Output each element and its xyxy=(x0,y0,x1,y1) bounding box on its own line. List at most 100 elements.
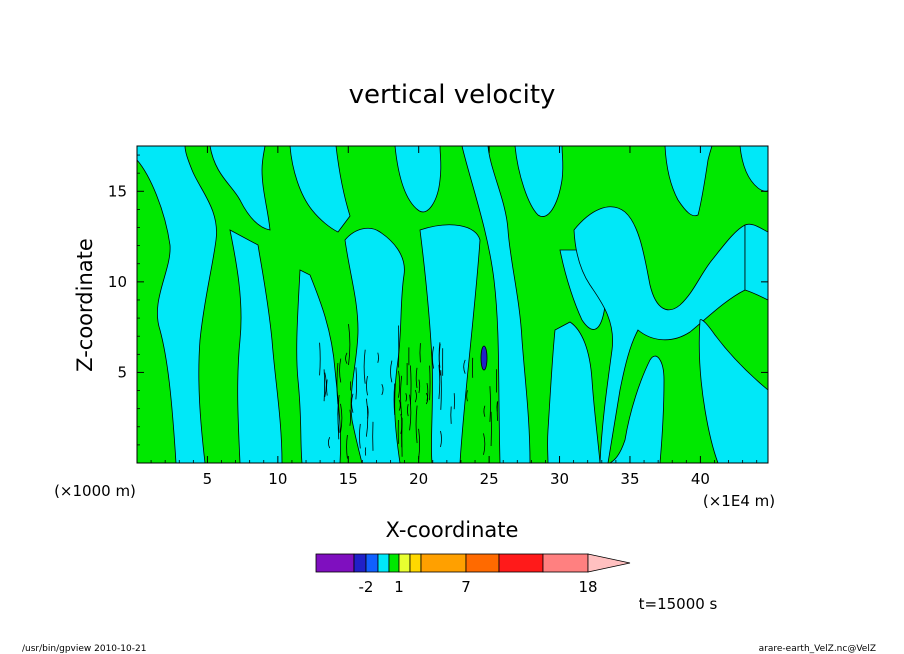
small-scale-features xyxy=(319,324,499,460)
x-tick-label: 30 xyxy=(550,470,569,488)
contour-squiggle xyxy=(489,386,491,422)
contour-squiggle xyxy=(407,404,409,417)
plot-area xyxy=(136,145,769,464)
contour-squiggle xyxy=(336,362,339,405)
colorbar-cell xyxy=(542,553,589,573)
x-unit-right: (×1E4 m) xyxy=(703,492,775,510)
x-tick-label: 35 xyxy=(620,470,639,488)
y-tick-label: 15 xyxy=(108,182,127,200)
contour-squiggle xyxy=(425,392,429,405)
colorbar-cell xyxy=(420,553,467,573)
colorbar-cell xyxy=(465,553,500,573)
contour-squiggle xyxy=(393,383,396,416)
contour-squiggle xyxy=(348,324,351,366)
contour-squiggle xyxy=(398,370,401,398)
negative-region xyxy=(573,206,746,464)
negative-region xyxy=(664,145,713,217)
contour-squiggle xyxy=(432,346,434,369)
footer-left: /usr/bin/gpview 2010-10-21 xyxy=(22,644,146,654)
x-tick-label: 20 xyxy=(409,470,428,488)
negative-region xyxy=(136,145,217,464)
contour-squiggle xyxy=(355,367,357,400)
colorbar-label: 1 xyxy=(394,578,404,596)
contour-squiggle xyxy=(440,430,442,448)
colorbar-label: -2 xyxy=(359,578,374,596)
colorbar-cell xyxy=(353,553,367,573)
contour-squiggle xyxy=(409,394,412,431)
y-axis-label: Z-coordinate xyxy=(73,238,97,372)
contour-squiggle xyxy=(414,389,417,403)
colorbar: -2 1 7 18 xyxy=(315,553,631,596)
negative-region xyxy=(608,355,665,464)
colorbar-label: 7 xyxy=(461,578,471,596)
contour-squiggle xyxy=(418,379,421,394)
negative-region xyxy=(289,145,351,233)
colorbar-arrow xyxy=(587,553,631,573)
strong-downdraft-spot xyxy=(480,345,488,371)
negative-region xyxy=(394,145,442,213)
contour-squiggle xyxy=(466,390,468,402)
contour-squiggle xyxy=(367,405,369,419)
contour-squiggle xyxy=(340,403,343,433)
colorbar-label: 18 xyxy=(578,578,597,596)
contour-squiggle xyxy=(337,394,340,433)
colorbar-cell xyxy=(409,553,422,573)
y-tick-label: 10 xyxy=(108,273,127,291)
negative-region xyxy=(514,145,564,217)
negative-region xyxy=(344,227,405,464)
contour-squiggle xyxy=(349,409,351,426)
contour-squiggle xyxy=(483,433,486,455)
contour-squiggle xyxy=(496,401,499,421)
y-tick-label: 5 xyxy=(117,363,127,381)
x-tick-label: 10 xyxy=(268,470,287,488)
colorbar-cell xyxy=(388,553,400,573)
negative-region xyxy=(209,145,271,231)
contour-squiggle xyxy=(359,423,361,449)
contour-squiggle xyxy=(366,376,368,396)
contour-squiggle xyxy=(345,352,348,364)
contour-squiggle xyxy=(339,358,342,383)
contour-squiggle xyxy=(377,352,379,363)
contour-squiggle xyxy=(463,359,466,374)
x-tick-label: 25 xyxy=(480,470,499,488)
negative-region xyxy=(744,223,769,301)
contour-squiggle xyxy=(405,393,407,402)
colorbar-cell xyxy=(498,553,544,573)
contour-squiggle xyxy=(324,372,327,397)
contour-squiggle xyxy=(415,405,418,444)
contour-squiggle xyxy=(415,367,418,388)
x-axis-label: X-coordinate xyxy=(386,518,519,542)
contour-squiggle xyxy=(326,379,328,396)
contour-squiggle xyxy=(381,384,384,396)
x-tick-label: 40 xyxy=(691,470,710,488)
contour-squiggle xyxy=(426,383,429,402)
chart-title: vertical velocity xyxy=(349,80,556,110)
footer-right: arare-earth_VelZ.nc@VelZ xyxy=(759,644,876,654)
colorbar-cell xyxy=(377,553,390,573)
x-tick-label: 5 xyxy=(203,470,213,488)
contour-squiggle xyxy=(319,342,321,376)
negative-region xyxy=(461,145,531,464)
time-label: t=15000 s xyxy=(639,595,718,613)
plot-frame xyxy=(136,145,769,464)
contour-squiggle xyxy=(398,399,401,411)
x-unit-left: (×1000 m) xyxy=(54,482,136,500)
contour-squiggle xyxy=(410,365,412,405)
contour-squiggle xyxy=(440,370,442,410)
contour-squiggle xyxy=(346,434,348,459)
contour-squiggle xyxy=(400,375,403,416)
contour-squiggle xyxy=(438,343,441,376)
contour-squiggle xyxy=(363,349,366,384)
contour-squiggle xyxy=(483,405,486,417)
contour-squiggle xyxy=(328,437,331,449)
x-axis: 5 10 15 20 25 30 35 40 xyxy=(150,146,758,488)
contour-squiggle xyxy=(351,393,354,413)
colorbar-cell xyxy=(398,553,411,573)
y-axis: 5 10 15 xyxy=(108,154,768,446)
colorbar-cell xyxy=(365,553,379,573)
colorbar-cell xyxy=(315,553,355,573)
x-tick-label: 15 xyxy=(339,470,358,488)
negative-region xyxy=(419,224,481,464)
negative-velocity-regions xyxy=(136,145,769,464)
